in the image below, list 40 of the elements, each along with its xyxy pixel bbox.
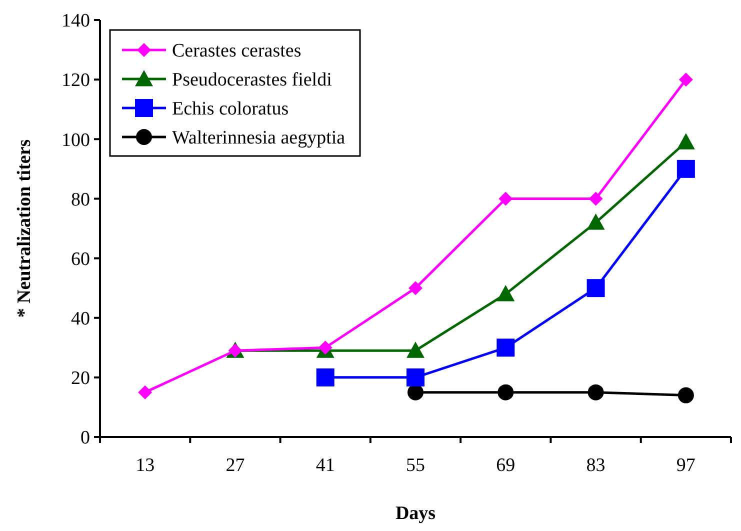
legend-label: Walterinnesia aegyptia — [172, 128, 346, 149]
point — [316, 368, 334, 386]
point — [406, 342, 424, 358]
point — [138, 385, 152, 400]
point — [586, 214, 605, 230]
x-axis-title: Days — [395, 503, 436, 524]
x-tick-label: 69 — [496, 455, 516, 476]
x-tick-label: 83 — [586, 455, 606, 476]
point — [676, 160, 695, 178]
legend-label: Pseudocerastes fieldi — [172, 70, 332, 91]
point — [676, 133, 695, 150]
y-tick-label: 40 — [71, 308, 90, 330]
point — [498, 384, 514, 400]
y-tick-label: 80 — [71, 189, 90, 210]
point — [496, 285, 515, 302]
point — [588, 192, 603, 206]
x-tick-label: 27 — [226, 455, 245, 476]
y-tick-label: 20 — [71, 368, 90, 390]
legend-label: Echis coloratus — [172, 98, 289, 120]
point — [498, 192, 513, 206]
x-tick-label: 13 — [136, 455, 155, 476]
point — [318, 340, 332, 355]
y-tick-label: 120 — [62, 70, 90, 92]
point — [588, 384, 604, 400]
y-tick-label: 60 — [71, 248, 90, 270]
y-axis-title: * Neutralization titers — [14, 139, 35, 318]
point — [496, 338, 515, 357]
point — [408, 384, 424, 400]
point — [586, 279, 605, 298]
point — [678, 72, 693, 87]
x-tick-label: 97 — [676, 455, 696, 476]
y-tick-label: 0 — [80, 428, 90, 449]
y-tick-label: 100 — [62, 130, 90, 151]
x-tick-label: 55 — [406, 455, 425, 476]
legend-label: Cerastes cerastes — [172, 40, 302, 62]
point — [678, 387, 694, 404]
y-tick-label: 140 — [62, 10, 90, 32]
x-tick-label: 41 — [316, 455, 335, 476]
point — [406, 368, 424, 386]
point — [408, 281, 422, 296]
